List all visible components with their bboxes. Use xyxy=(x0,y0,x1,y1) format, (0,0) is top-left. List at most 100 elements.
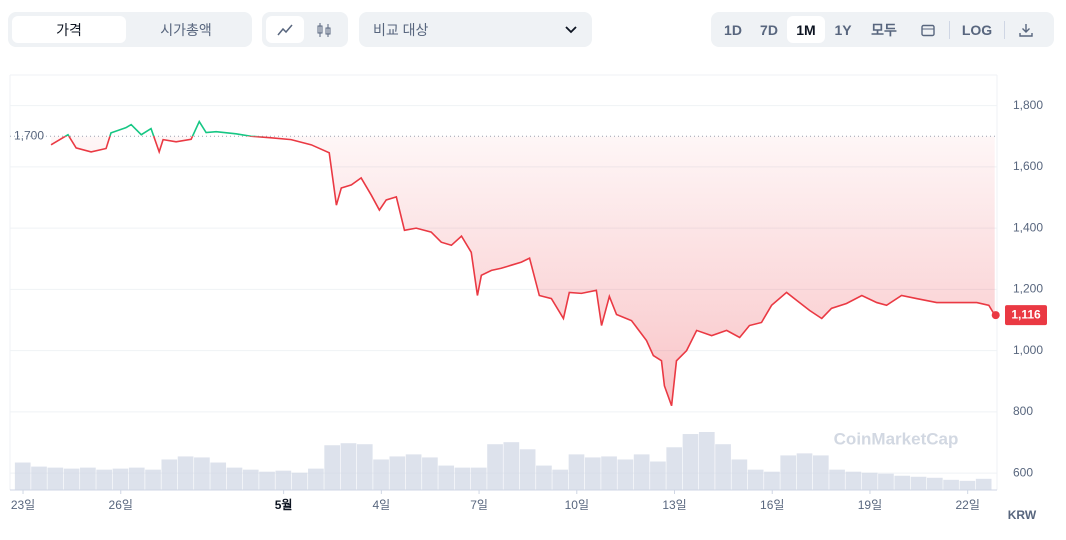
y-tick-label: 1,600 xyxy=(1013,159,1043,173)
volume-bar xyxy=(145,469,161,490)
y-tick-label: 1,400 xyxy=(1013,220,1043,234)
chevron xyxy=(565,25,577,33)
volume-bar xyxy=(861,472,878,490)
x-tick-label: 13일 xyxy=(662,498,686,512)
y-tick-label: 800 xyxy=(1013,404,1033,418)
volume-bar xyxy=(682,434,699,490)
volume-bar xyxy=(389,456,406,490)
x-tick-label: 5월 xyxy=(275,497,293,512)
volume-bar xyxy=(536,465,552,490)
price-line-above xyxy=(63,119,262,137)
line-icon xyxy=(277,24,293,35)
volume-bar xyxy=(308,468,324,490)
range-button[interactable]: 7D xyxy=(760,21,778,38)
volume-bar xyxy=(487,444,503,490)
volume-bar xyxy=(177,456,194,490)
volume-bar xyxy=(617,459,634,490)
range-button[interactable]: 1Y xyxy=(834,21,852,38)
volume-bar xyxy=(454,467,471,490)
current-tag xyxy=(1005,305,1047,326)
volume-bar xyxy=(161,459,178,490)
line-style-button[interactable] xyxy=(266,16,304,43)
range-button[interactable]: 1M xyxy=(787,16,825,43)
y-tick-label: 1,800 xyxy=(1013,98,1043,112)
volume-bar xyxy=(633,454,650,490)
volume-bar xyxy=(438,465,455,490)
volume-bar xyxy=(405,454,422,490)
volume-bar xyxy=(747,469,764,490)
volume-bar xyxy=(601,456,617,490)
volume-bar xyxy=(470,467,487,490)
y-tick-label: 1,200 xyxy=(1013,282,1043,296)
volume-bar xyxy=(226,467,243,490)
volume-bar xyxy=(80,467,96,490)
volume-bar xyxy=(519,449,536,490)
currency-label: KRW xyxy=(1008,508,1037,522)
volume-bar xyxy=(568,454,585,490)
x-tick-label: 10일 xyxy=(565,498,589,512)
download-icon xyxy=(1019,23,1033,37)
calendar-icon xyxy=(921,24,935,36)
volume-bar xyxy=(926,477,943,490)
volume-bar xyxy=(356,444,373,490)
compare-label: 비교 대상 xyxy=(373,21,429,38)
tab[interactable]: 가격 xyxy=(12,16,126,43)
current-dot xyxy=(991,311,1000,320)
volume-bar xyxy=(812,455,829,490)
volume-bar xyxy=(666,447,683,490)
volume-bar xyxy=(324,445,341,490)
volume-bar xyxy=(503,442,520,490)
volume-bar xyxy=(584,457,601,490)
volume-bar xyxy=(242,469,259,490)
volume-bar xyxy=(63,468,80,490)
volume-bar xyxy=(764,471,780,490)
volume-bar xyxy=(194,457,210,490)
volume-bar xyxy=(275,470,292,490)
tab[interactable]: 시가총액 xyxy=(160,21,212,38)
divider xyxy=(1004,20,1005,39)
candle-style-button[interactable] xyxy=(304,16,344,43)
x-tick-label: 22일 xyxy=(955,498,979,512)
watermark: CoinMarketCap xyxy=(834,429,959,448)
volume-bar xyxy=(829,469,845,490)
price-line-below xyxy=(50,136,996,407)
volume-bar xyxy=(845,471,862,490)
price-area xyxy=(51,136,995,406)
volume-bar xyxy=(47,467,64,490)
y-tick-label: 600 xyxy=(1013,465,1033,479)
volume-bar xyxy=(14,462,31,490)
compare-dropdown[interactable]: 비교 대상 xyxy=(359,12,592,47)
x-tick-label: 7일 xyxy=(470,498,488,512)
range-bar: 1D 7D 1M 1Y 모두 LOG xyxy=(711,12,1054,47)
x-tick-label: 23일 xyxy=(11,498,35,512)
volume-bar xyxy=(910,476,927,490)
volume-bar xyxy=(780,455,797,490)
volume-bar xyxy=(698,432,715,490)
range-button[interactable]: 모두 xyxy=(871,21,897,38)
y-tick-label: 1,000 xyxy=(1013,343,1043,357)
volume-bar xyxy=(96,469,113,490)
candle-icon xyxy=(317,22,331,37)
volume-bar xyxy=(878,473,894,490)
volume-bar xyxy=(552,469,569,490)
current-label: 1,116 xyxy=(1011,307,1041,321)
download-button[interactable] xyxy=(1005,16,1047,43)
divider xyxy=(949,20,950,39)
volume-bar xyxy=(422,457,438,490)
volume-bar xyxy=(975,478,992,490)
range-button[interactable]: 1D xyxy=(724,21,742,38)
volume-bar xyxy=(796,453,813,490)
volume-bar xyxy=(128,467,145,490)
volume-bar xyxy=(340,443,357,490)
log-button[interactable]: LOG xyxy=(961,21,993,38)
x-tick-label: 19일 xyxy=(858,498,882,512)
x-tick-label: 26일 xyxy=(109,498,133,512)
volume-bar xyxy=(291,472,308,490)
volume-bar xyxy=(259,471,275,490)
volume-bar xyxy=(715,444,731,490)
volume-bar xyxy=(731,459,748,490)
volume-bar xyxy=(112,468,129,490)
volume-bar xyxy=(31,466,47,490)
calendar-button[interactable] xyxy=(907,16,949,43)
